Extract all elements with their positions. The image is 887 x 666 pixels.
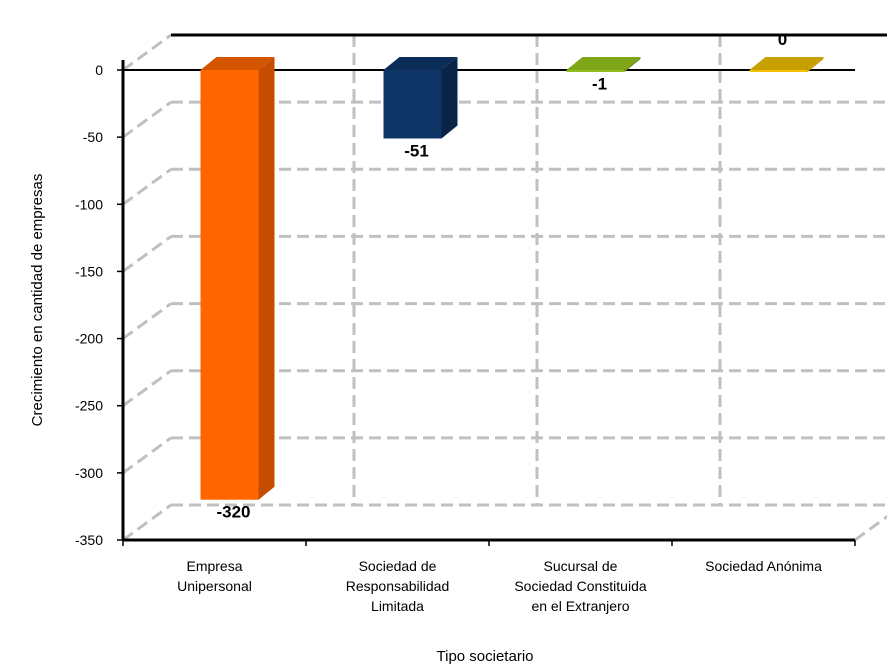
bar-front <box>383 70 442 139</box>
axes: 0 -50 -100 -150 -200 -250 -300 -350 <box>75 33 887 548</box>
y-tick-label: -150 <box>75 263 103 279</box>
bar-1 <box>200 57 275 500</box>
y-tick-label: -350 <box>75 532 103 548</box>
data-label: -320 <box>216 503 250 522</box>
gridline-side <box>122 436 172 475</box>
data-label: -1 <box>592 74 607 93</box>
gridline-side <box>122 100 172 139</box>
category-label: Empresa Unipersonal <box>177 558 252 594</box>
bar-front <box>200 70 259 500</box>
category-label-line: Limitada <box>371 598 424 614</box>
bar-top <box>749 57 824 70</box>
y-tick-label: -100 <box>75 196 103 212</box>
category-label: Sociedad de Responsabilidad Limitada <box>346 558 450 614</box>
y-tick-label: -300 <box>75 465 103 481</box>
category-label-line: Sociedad Constituida <box>514 578 647 594</box>
bars <box>200 57 824 500</box>
category-label: Sucursal de Sociedad Constituida en el Ext… <box>514 558 647 614</box>
bar-side <box>807 57 824 72</box>
gridline-side <box>122 168 172 206</box>
y-tick-label: -250 <box>75 398 103 414</box>
gridlines <box>122 33 887 542</box>
bar-front <box>749 70 808 72</box>
data-label: -51 <box>404 141 429 160</box>
bar-4 <box>749 57 824 72</box>
gridline-side <box>122 503 172 542</box>
category-label-line: Sociedad de <box>359 558 437 574</box>
bar-top <box>200 57 275 70</box>
category-label-line: Sucursal de <box>544 558 618 574</box>
gridline-side <box>122 369 172 407</box>
gridline-side <box>122 302 172 340</box>
gridline-floor <box>854 514 887 542</box>
category-label-line: Empresa <box>186 558 242 574</box>
category-label-line: Unipersonal <box>177 578 252 594</box>
bar-2 <box>383 57 458 139</box>
gridline-side <box>122 235 172 273</box>
category-label-line: Sociedad Anónima <box>705 558 822 574</box>
y-tick-label: -50 <box>83 129 103 145</box>
labels: -320 Empresa Unipersonal -51 Sociedad de Resp… <box>177 30 822 614</box>
category-label-line: en el Extranjero <box>531 598 629 614</box>
y-tick-label: 0 <box>95 62 103 78</box>
y-axis-title: Crecimiento en cantidad de empresas <box>29 174 46 427</box>
y-tick-label: -200 <box>75 331 103 347</box>
bar-side <box>258 57 275 500</box>
gridline-side <box>122 33 172 72</box>
bar-3 <box>566 57 641 72</box>
bar-side <box>624 57 641 72</box>
data-label: 0 <box>778 30 787 49</box>
bar-side <box>441 57 458 139</box>
x-axis-title: Tipo societario <box>437 648 534 665</box>
bar-front <box>566 70 625 72</box>
category-label-line: Responsabilidad <box>346 578 450 594</box>
bar-top <box>383 57 458 70</box>
category-label: Sociedad Anónima <box>705 558 822 574</box>
bar-top <box>566 57 641 70</box>
